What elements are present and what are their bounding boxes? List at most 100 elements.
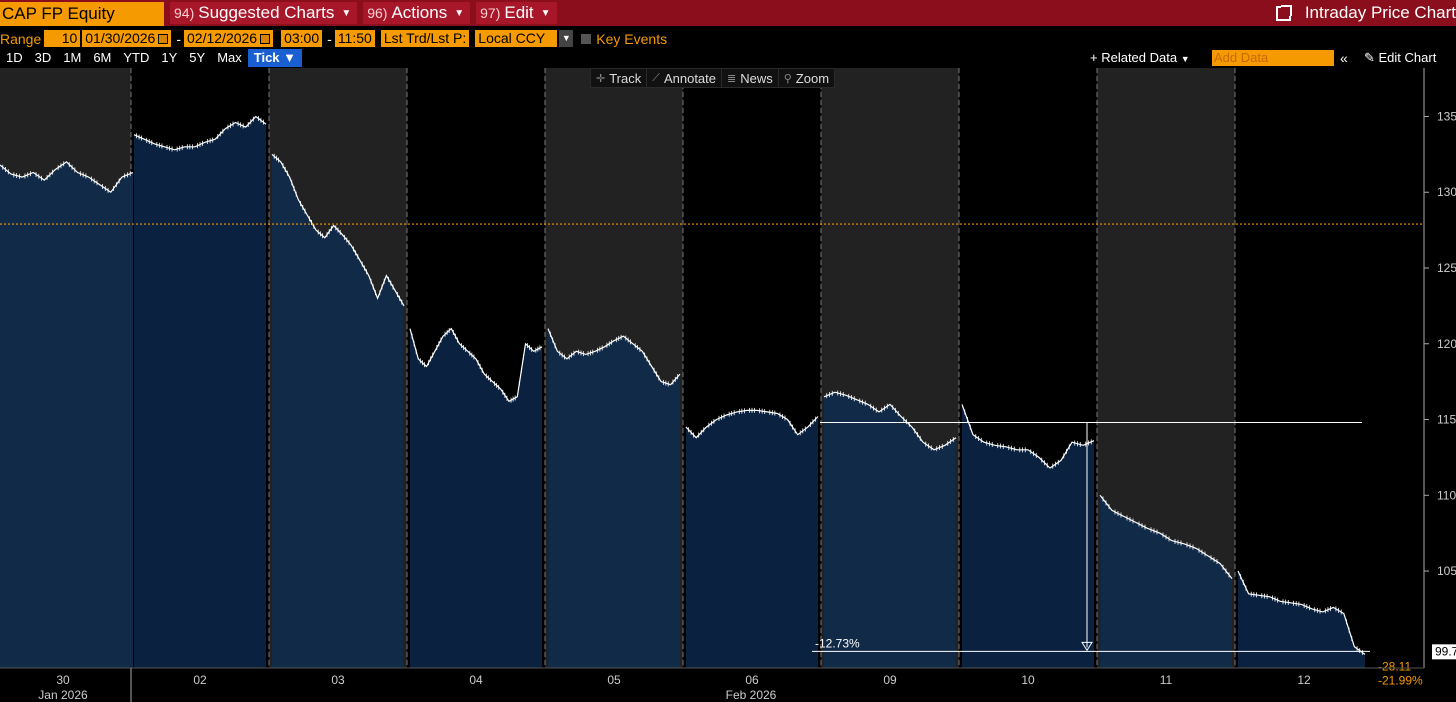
external-link-icon[interactable] (1275, 4, 1292, 21)
magnifier-icon: ⚲ (783, 72, 792, 85)
start-date-value: 01/30/2026 (85, 30, 156, 46)
price-line (823, 391, 957, 451)
net-change-label: -28.11 (1378, 659, 1411, 673)
calendar-icon[interactable] (260, 34, 271, 44)
start-date-field[interactable]: 01/30/2026 (82, 30, 172, 47)
actions-menu[interactable]: 96) Actions ▼ (363, 2, 471, 24)
period-1m[interactable]: 1M (63, 50, 82, 65)
end-date-value: 02/12/2026 (187, 30, 258, 46)
axis-tick-label: 130 (1437, 185, 1456, 199)
price-line (409, 327, 543, 403)
date-separator: - (176, 30, 182, 47)
date-tick-label: 09 (883, 673, 897, 687)
window-title-text: Intraday Price Chart (1304, 3, 1456, 22)
price-area (134, 116, 266, 668)
price-area (824, 392, 956, 668)
caret-down-icon: ▼ (454, 7, 465, 19)
price-area-fills (0, 116, 1365, 668)
crosshair-icon: ✛ (596, 72, 606, 85)
suggested-charts-menu[interactable]: 94) Suggested Charts ▼ (170, 2, 358, 24)
axis-tick-label: 115 (1437, 413, 1456, 427)
key-events-checkbox[interactable] (581, 33, 592, 44)
axis-tick-label: 120 (1437, 337, 1456, 351)
period-tick[interactable]: Tick ▼ (247, 49, 303, 67)
menu-number: 96) (367, 5, 388, 21)
price-axis: 105 110 115 120 125 130 135 99.7 -28.11-21.99% (1378, 68, 1456, 687)
last-price-label: 99.7 (1435, 644, 1456, 658)
price-line (961, 404, 1095, 469)
measure-percent-label: -12.73% (815, 636, 860, 650)
related-data-button[interactable]: + Related Data ▼ (1090, 49, 1190, 67)
edit-chart-button[interactable]: ✎ Edit Chart (1364, 50, 1437, 65)
axis-tick-label: 110 (1437, 488, 1456, 502)
pencil-icon: ⟋ (652, 71, 660, 84)
start-time-field[interactable]: 03:00 (281, 30, 323, 47)
axis-tick-label: 105 (1437, 564, 1456, 578)
caret-down-icon: ▼ (341, 7, 352, 19)
interval-field[interactable]: 10 (44, 30, 81, 47)
session-band (1235, 68, 1373, 668)
track-tool[interactable]: ✛ Track (591, 69, 648, 87)
price-line-series (0, 115, 1366, 655)
period-1d[interactable]: 1D (6, 50, 23, 65)
news-tool[interactable]: ≣ News (722, 69, 779, 87)
end-time-field[interactable]: 11:50 (334, 30, 375, 47)
currency-select[interactable]: Local CCY (475, 30, 558, 47)
price-area (1100, 495, 1232, 668)
calendar-icon[interactable] (158, 34, 169, 44)
period-1y[interactable]: 1Y (161, 50, 178, 65)
period-6m[interactable]: 6M (93, 50, 112, 65)
time-separator: - (327, 30, 332, 47)
collapse-icon[interactable]: « (1340, 50, 1348, 66)
date-tick-label: 05 (607, 673, 621, 687)
window-title: Intraday Price Chart (1275, 0, 1456, 26)
add-data-input[interactable]: Add Data (1212, 50, 1334, 66)
menu-label: Suggested Charts (198, 3, 335, 22)
parameter-row: Range 10 01/30/2026 - 02/12/2026 03:00 -… (0, 29, 1456, 48)
security-ticker[interactable]: CAP FP Equity (0, 1, 164, 26)
price-area (686, 410, 818, 668)
key-events-label: Key Events (596, 30, 668, 47)
period-max[interactable]: Max (217, 50, 242, 65)
axis-tick-label: 135 (1437, 109, 1456, 123)
edit-menu[interactable]: 97) Edit ▼ (476, 2, 557, 24)
tool-label: News (740, 70, 773, 86)
chart-overlays: -12.73% (0, 223, 1424, 652)
news-icon: ≣ (727, 72, 737, 85)
date-tick-label: 03 (331, 673, 345, 687)
last-price-badge (1432, 644, 1456, 660)
price-area (962, 404, 1094, 668)
menu-number: 94) (174, 5, 195, 21)
price-line (547, 328, 681, 386)
date-tick-label: 30 (56, 673, 70, 687)
menu-label: Edit (504, 3, 534, 22)
axis-tick-label: 125 (1437, 261, 1456, 275)
price-line (0, 161, 134, 194)
range-label: Range (0, 30, 42, 47)
price-chart[interactable]: -12.73% 105 110 115 120 125 130 135 99.7 -28.11-… (0, 68, 1456, 702)
period-ytd[interactable]: YTD (123, 50, 150, 65)
menu-number: 97) (480, 5, 501, 21)
related-data-label: + Related Data (1090, 50, 1178, 65)
period-3d[interactable]: 3D (34, 50, 52, 65)
annotate-tool[interactable]: ⟋ Annotate (647, 69, 722, 87)
price-area (1238, 571, 1365, 668)
date-tick-label: 10 (1021, 673, 1035, 687)
currency-dropdown-icon[interactable]: ▼ (559, 30, 574, 47)
month-label: Jan 2026 (38, 688, 88, 702)
price-line (1237, 570, 1366, 655)
chart-toolbar: ✛ Track ⟋ Annotate ≣ News ⚲ Zoom (590, 68, 836, 88)
date-tick-label: 02 (193, 673, 207, 687)
date-tick-label: 04 (469, 673, 483, 687)
price-area (0, 161, 133, 668)
zoom-tool[interactable]: ⚲ Zoom (779, 69, 834, 87)
price-area (410, 328, 542, 668)
date-tick-label: 12 (1297, 673, 1311, 687)
axis-background (1424, 68, 1456, 668)
end-date-field[interactable]: 02/12/2026 (184, 30, 274, 47)
price-field-select[interactable]: Lst Trd/Lst P: (380, 30, 470, 47)
period-5y[interactable]: 5Y (189, 50, 206, 65)
caret-down-icon: ▼ (1180, 54, 1190, 64)
percent-change-label: -21.99% (1378, 673, 1423, 687)
tool-label: Annotate (663, 70, 716, 86)
